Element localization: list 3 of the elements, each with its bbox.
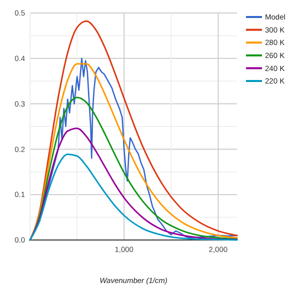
line-series xyxy=(29,128,238,241)
line-series xyxy=(29,20,238,241)
line-series xyxy=(29,153,238,241)
